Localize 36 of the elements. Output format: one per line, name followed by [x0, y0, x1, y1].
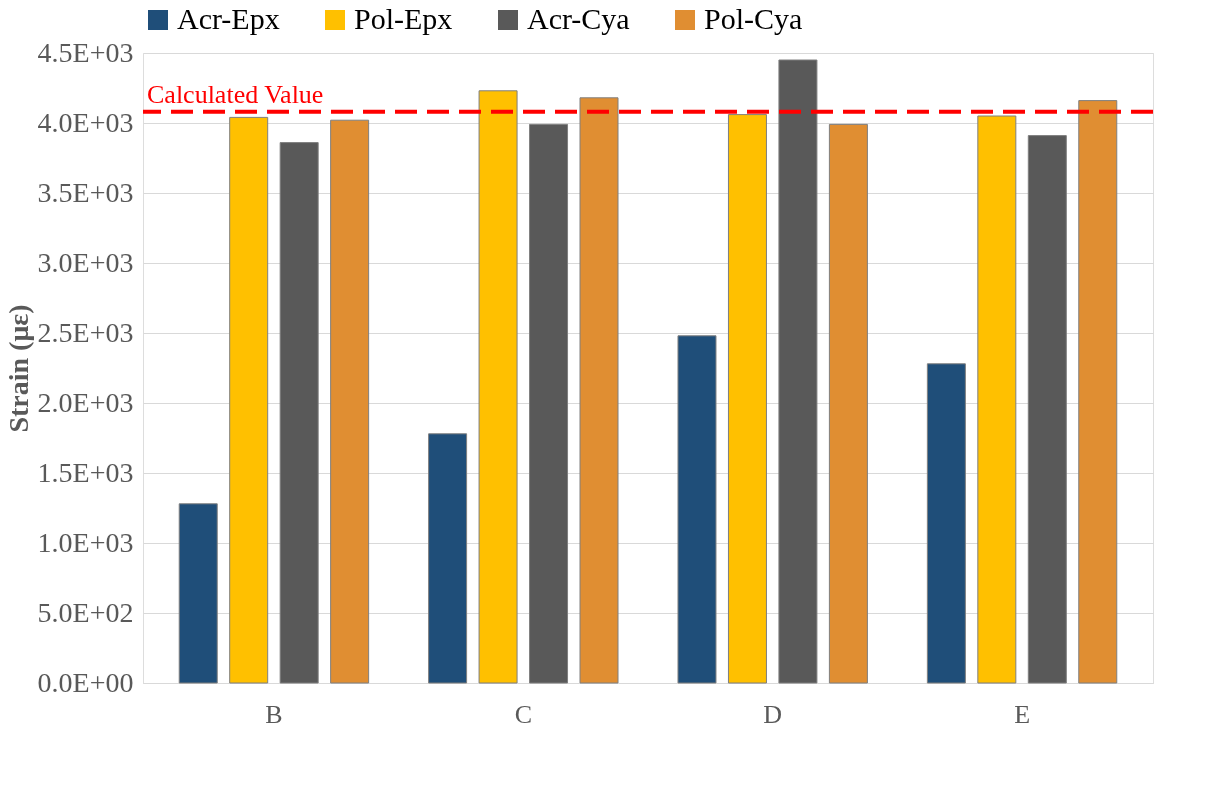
bar: [828, 123, 868, 684]
bar: [677, 335, 717, 684]
y-tick-label: 0.0E+00: [37, 666, 134, 698]
x-tick-label: C: [514, 699, 532, 729]
bar: [279, 142, 319, 684]
legend-label: Pol-Epx: [354, 2, 453, 35]
y-tick-label: 3.0E+03: [37, 246, 134, 278]
y-tick-label: 4.5E+03: [37, 36, 134, 68]
legend-label: Pol-Cya: [704, 2, 803, 35]
y-tick-label: 3.5E+03: [37, 176, 134, 208]
bar: [579, 97, 619, 684]
y-tick-label: 4.0E+03: [37, 106, 134, 138]
bar: [529, 123, 569, 684]
y-tick-label: 2.0E+03: [37, 386, 134, 418]
bar: [727, 114, 767, 684]
bar: [428, 433, 468, 684]
bar: [229, 116, 269, 684]
legend-label: Acr-Cya: [527, 2, 630, 35]
y-tick-label: 1.5E+03: [37, 456, 134, 488]
y-tick-label: 5.0E+02: [37, 596, 134, 628]
bar: [1078, 100, 1118, 684]
y-axis-title: Strain (με): [2, 304, 34, 433]
x-tick-label: D: [763, 699, 783, 729]
y-tick-label: 1.0E+03: [37, 526, 134, 558]
x-tick-label: E: [1014, 699, 1031, 729]
x-tick-label: B: [265, 699, 283, 729]
bar: [178, 503, 218, 684]
legend-label: Acr-Epx: [177, 2, 280, 35]
y-tick-label: 2.5E+03: [37, 316, 134, 348]
ref-line-label: Calculated Value: [147, 79, 324, 109]
bar: [977, 115, 1017, 684]
bar: [1027, 135, 1067, 684]
bar: [478, 90, 518, 684]
bar: [926, 363, 966, 684]
bar: [778, 59, 818, 684]
bar: [330, 119, 370, 684]
